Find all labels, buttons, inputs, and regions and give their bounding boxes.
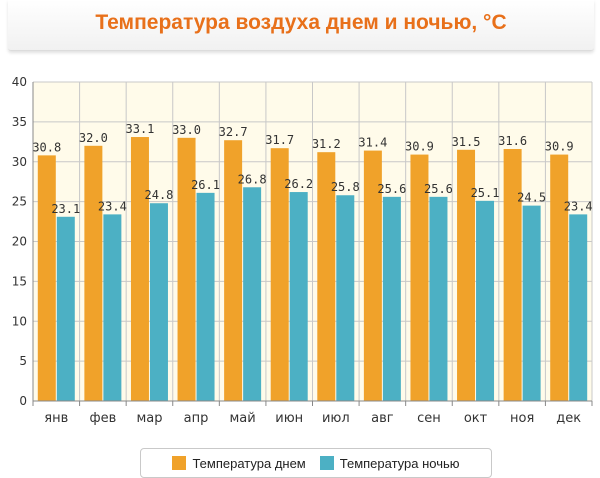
data-label-night: 25.1 <box>471 186 500 200</box>
bar-night <box>336 195 355 401</box>
data-label-day: 30.9 <box>545 140 574 154</box>
y-tick-label: 15 <box>12 274 27 288</box>
legend-item-day[interactable]: Температура днем <box>172 455 306 471</box>
data-label-day: 30.8 <box>32 140 61 154</box>
x-tick-label: авг <box>371 411 394 426</box>
x-tick-label: дек <box>556 411 581 426</box>
x-tick-label: янв <box>44 411 68 426</box>
chart-title: Температура воздуха днем и ночью, °C <box>95 11 507 34</box>
x-tick-label: окт <box>464 411 488 426</box>
bar-day <box>457 149 476 401</box>
data-label-day: 33.0 <box>172 123 201 137</box>
y-tick-label: 25 <box>12 195 27 209</box>
x-tick-label: апр <box>184 411 209 426</box>
bar-night <box>522 205 541 401</box>
bar-night <box>103 214 122 401</box>
bar-night <box>149 203 168 401</box>
data-label-day: 32.7 <box>219 125 248 139</box>
x-tick-label: сен <box>417 411 441 426</box>
data-label-night: 23.1 <box>51 202 80 216</box>
data-label-night: 26.2 <box>284 177 313 191</box>
bar-chart: 30.8 23.1 32.0 23.4 33.1 24.8 33.0 26.1 32.7 26.8… <box>12 75 593 426</box>
x-tick-label: мар <box>136 411 162 426</box>
x-tick-label: июн <box>275 411 303 426</box>
bar-night <box>243 187 262 401</box>
data-label-night: 26.1 <box>191 178 220 192</box>
x-tick-label: июл <box>322 411 350 426</box>
bar-night <box>289 192 308 401</box>
bar-day <box>503 148 522 401</box>
y-tick-label: 35 <box>12 115 27 129</box>
data-label-night: 23.4 <box>98 199 127 213</box>
bar-night <box>382 196 401 401</box>
y-tick-label: 0 <box>19 394 27 408</box>
bar-day <box>177 137 196 401</box>
y-tick-label: 5 <box>19 354 27 368</box>
legend: Температура днем Температура ночью <box>140 448 492 478</box>
bar-day <box>550 154 569 401</box>
data-label-day: 31.4 <box>358 136 387 150</box>
data-label-night: 25.8 <box>331 180 360 194</box>
bar-night <box>429 196 448 401</box>
data-label-day: 31.7 <box>265 133 294 147</box>
data-label-night: 25.6 <box>377 182 406 196</box>
bar-day <box>363 150 382 401</box>
bar-night <box>196 192 215 401</box>
legend-swatch-night <box>319 456 334 470</box>
data-label-night: 24.5 <box>517 191 546 205</box>
axes: 0 5 10 15 20 25 30 35 40 янв фев мар апр май июн июл авг… <box>12 75 593 426</box>
data-label-night: 23.4 <box>564 199 593 213</box>
bar-day <box>410 154 429 401</box>
legend-label-day: Температура днем <box>192 455 306 471</box>
data-label-day: 31.5 <box>452 135 481 149</box>
bar-day <box>84 145 103 401</box>
bar-day <box>37 155 56 401</box>
x-tick-label: фев <box>89 411 116 426</box>
title-bar: Температура воздуха днем и ночью, °C <box>8 0 594 51</box>
bars <box>37 137 588 401</box>
data-label-day: 32.0 <box>79 131 108 145</box>
bar-day <box>270 148 289 401</box>
data-label-night: 26.8 <box>238 172 267 186</box>
bar-day <box>317 152 336 401</box>
legend-item-night[interactable]: Температура ночью <box>319 455 460 471</box>
legend-label-night: Температура ночью <box>339 455 460 471</box>
data-label-day: 31.6 <box>498 134 527 148</box>
y-tick-label: 40 <box>12 75 27 89</box>
y-tick-label: 30 <box>12 155 27 169</box>
data-label-night: 24.8 <box>145 188 174 202</box>
bar-day <box>224 140 243 401</box>
bar-day <box>130 137 149 401</box>
y-tick-label: 20 <box>12 235 27 249</box>
x-tick-label: май <box>230 411 256 426</box>
y-tick-label: 10 <box>12 314 27 328</box>
data-labels: 30.8 23.1 32.0 23.4 33.1 24.8 33.0 26.1 32.7 26.8… <box>32 122 592 216</box>
bar-night <box>476 200 495 401</box>
data-label-night: 25.6 <box>424 182 453 196</box>
bar-night <box>56 216 75 401</box>
data-label-day: 33.1 <box>126 122 155 136</box>
bar-night <box>569 214 588 401</box>
data-label-day: 30.9 <box>405 140 434 154</box>
legend-swatch-day <box>172 456 187 470</box>
x-tick-label: ноя <box>510 411 534 426</box>
data-label-day: 31.2 <box>312 137 341 151</box>
